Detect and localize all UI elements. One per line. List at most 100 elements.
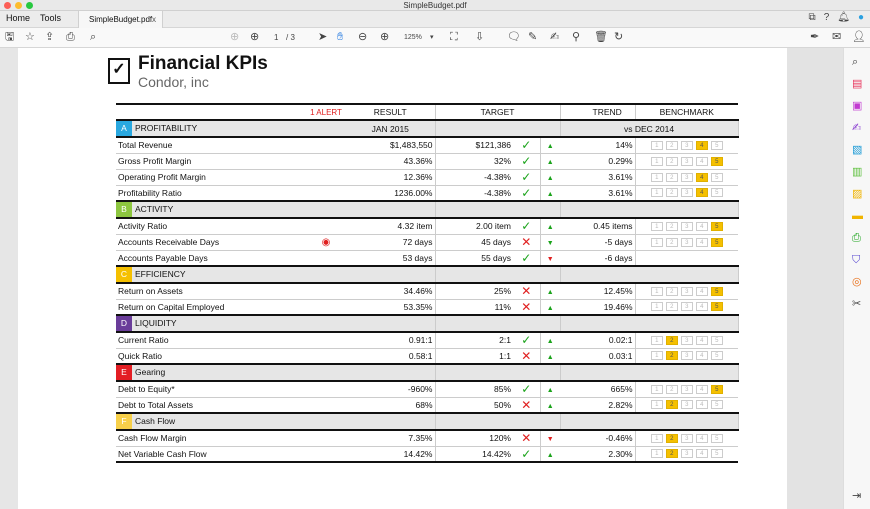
tab-tools[interactable]: Tools [40,13,62,23]
help-icon[interactable]: ? [823,12,830,23]
zoom-level-dropdown[interactable]: 125% [404,34,422,41]
cross-icon: ✕ [521,431,532,446]
percentile-box: 2 [665,433,678,443]
tab-home[interactable]: Home [6,13,31,23]
percentile-box: 3 [680,335,693,345]
kpi-name: Quick Ratio [116,348,306,365]
select-cursor-icon[interactable]: ➤ [318,31,328,43]
kpi-name: Activity Ratio [116,218,306,235]
check-icon: ✓ [521,185,532,200]
share-icon[interactable]: ⧉ [808,12,816,23]
alert-icon[interactable]: ◉ [321,236,331,248]
kpi-result: 68% [346,397,436,414]
hand-tool-icon[interactable]: ✋︎ [337,31,344,43]
section-letter-badge: D [116,316,132,330]
maximize-window-button[interactable] [26,2,33,9]
close-tab-button[interactable]: x [152,15,156,24]
close-window-button[interactable] [4,2,11,9]
percentile-box: 2 [665,156,678,166]
percentile-box: 2 [665,335,678,345]
share-user-icon[interactable]: 👤︎ [852,31,866,43]
comment-tool-icon[interactable]: ▬ [852,210,863,222]
page-number-input[interactable]: 1 [274,33,279,42]
percentile-box: 5 [710,140,723,150]
edit-pdf-icon[interactable]: ▧ [852,144,863,156]
avatar[interactable]: ● [857,12,864,23]
percentile-box: 1 [650,172,663,182]
scroll-area[interactable] [787,48,843,509]
scroll-mode-icon[interactable]: ⇩ [475,31,485,43]
save-icon[interactable]: 🖫 [5,31,15,43]
check-icon: ✓ [521,250,532,265]
percentile-box: 3 [680,351,693,361]
kpi-result: 34.46% [346,283,436,300]
tab-document[interactable]: SimpleBudget.pdf x [78,11,163,28]
create-pdf-icon[interactable]: ▣ [852,100,863,112]
check-icon: ✓ [521,446,532,461]
minimize-window-button[interactable] [15,2,22,9]
report-subtitle: Condor, inc [138,74,209,90]
draw-icon[interactable]: ✍︎ [550,31,560,43]
section-row: B ACTIVITY [116,201,739,219]
trend-up-icon: ▲ [546,143,554,151]
send-review-icon[interactable]: ▨ [852,188,863,200]
fit-page-icon[interactable]: ⛶ [450,31,458,43]
next-page-icon[interactable]: ⊕ [250,31,260,43]
section-letter-badge: A [116,121,132,135]
scan-icon[interactable]: ⎙ [852,232,861,244]
percentile-box: 2 [665,351,678,361]
kpi-trend: -6 days [560,250,636,267]
export-pdf-icon[interactable]: ▤ [852,78,863,90]
kpi-name: Current Ratio [116,332,306,349]
kpi-result: 4.32 item [346,218,436,235]
percentile-box: 3 [680,156,693,166]
zoom-out-icon[interactable]: ⊖ [358,31,368,43]
kpi-trend: 3.61% [560,185,636,202]
delete-icon[interactable]: 🗑︎ [594,31,608,43]
comment-icon[interactable]: 🗨︎ [507,31,521,43]
protect-icon[interactable]: ⛉ [852,254,861,266]
bell-icon[interactable]: 🔔︎ [837,12,850,23]
zoom-search-icon[interactable]: ⌕ [852,56,859,68]
fill-sign-icon[interactable]: ✍︎ [852,122,862,134]
kpi-target: 2.00 item [435,218,513,235]
trend-up-icon: ▲ [546,353,554,361]
percentile-box: 1 [650,286,663,296]
trend-up-icon: ▲ [546,451,554,459]
highlight-icon[interactable]: ✎ [528,31,538,43]
kpi-name: Debt to Total Assets [116,397,306,414]
stamp-icon[interactable]: ⚲ [572,31,581,43]
sign-icon[interactable]: ✒ [810,31,820,43]
percentile-box: 3 [680,221,693,231]
rotate-icon[interactable]: ↻ [614,31,624,43]
table-row: Gross Profit Margin 43.36% 32% ✓ ▲ 0.29%… [116,153,739,170]
bookmark-star-icon[interactable]: ☆ [25,31,35,43]
prepare-form-icon[interactable]: ◎ [852,276,862,288]
email-icon[interactable]: ✉ [832,31,842,43]
previous-page-icon[interactable]: ⊕ [230,31,240,43]
print-icon[interactable]: ⎙ [66,31,75,43]
kpi-trend: 0.02:1 [560,332,636,349]
kpi-result: 0.91:1 [346,332,436,349]
percentile-box: 3 [680,140,693,150]
organize-pages-icon[interactable]: ▥ [852,166,863,178]
kpi-trend: 665% [560,381,636,398]
kpi-target: 120% [435,430,513,447]
zoom-in-icon[interactable]: ⊕ [380,31,390,43]
search-icon[interactable]: ⌕ [90,31,97,43]
section-letter-badge: B [116,202,132,216]
kpi-target: 14.42% [435,446,513,463]
percentile-box: 5 [710,449,723,459]
target-header: TARGET [435,103,561,121]
table-row: Accounts Payable Days 53 days 55 days ✓ … [116,250,739,267]
percentile-box: 2 [665,140,678,150]
collapse-panel-icon[interactable]: ⇥ [852,490,862,502]
more-tools-icon[interactable]: ✂ [852,298,862,310]
percentile-box: 4 [695,335,708,345]
chevron-down-icon[interactable]: ▾ [430,34,434,41]
upload-icon[interactable]: ⇪ [45,31,55,43]
